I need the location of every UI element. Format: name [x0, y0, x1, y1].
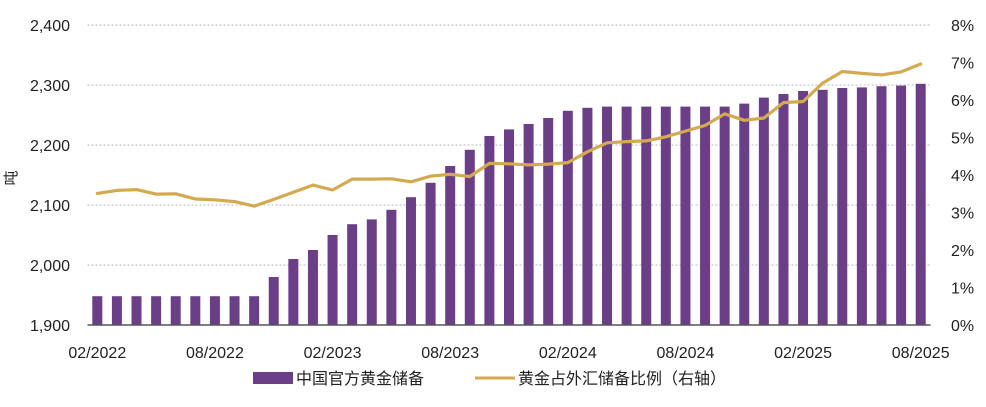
right-tick-label: 3%	[951, 206, 974, 223]
bar	[288, 259, 299, 325]
x-tick-label: 02/2025	[774, 345, 832, 362]
bar	[739, 103, 750, 325]
bar	[602, 106, 613, 325]
bar	[817, 89, 828, 325]
left-tick-label: 2,000	[30, 258, 70, 275]
right-tick-label: 2%	[951, 243, 974, 260]
bar	[445, 166, 456, 325]
left-tick-label: 2,400	[30, 18, 70, 35]
x-tick-label: 02/2024	[539, 345, 597, 362]
bar-series-gold-reserves	[92, 83, 926, 326]
left-tick-label: 1,900	[30, 318, 70, 335]
right-tick-label: 5%	[951, 131, 974, 148]
right-tick-label: 7%	[951, 56, 974, 73]
bar	[562, 110, 573, 325]
bar	[876, 86, 887, 325]
bar	[543, 118, 554, 325]
x-axis-ticks: 02/2022 08/2022 02/2023 08/2023 02/2024 08/20…	[68, 345, 949, 362]
bar	[111, 296, 122, 325]
bar	[151, 296, 162, 325]
bar	[190, 296, 201, 325]
bar	[837, 88, 848, 325]
bar	[660, 106, 671, 325]
bar	[229, 296, 240, 325]
bar	[504, 129, 514, 325]
x-tick-label: 02/2023	[304, 345, 362, 362]
bar	[209, 296, 220, 325]
bar	[484, 136, 495, 325]
x-tick-label: 08/2024	[657, 345, 715, 362]
bar	[425, 182, 436, 325]
bar	[856, 87, 867, 326]
bar	[896, 85, 907, 325]
bar	[915, 83, 926, 325]
right-y-axis-ticks: 0% 1% 2% 3% 4% 5% 6% 7% 8%	[951, 18, 974, 335]
bar	[170, 296, 181, 325]
bar	[680, 106, 691, 325]
bar	[523, 124, 534, 325]
bar	[386, 209, 397, 325]
bar	[641, 106, 652, 325]
bar	[700, 106, 711, 325]
left-y-axis-ticks: 1,900 2,000 2,100 2,200 2,300 2,400	[30, 18, 70, 335]
left-tick-label: 2,200	[30, 138, 70, 155]
line-series-gold-ratio	[95, 62, 923, 208]
bar	[268, 277, 279, 325]
bar	[464, 149, 475, 325]
bar	[307, 250, 318, 325]
legend-bar-swatch	[253, 372, 293, 384]
right-tick-label: 8%	[951, 18, 974, 35]
x-tick-label: 08/2022	[186, 345, 244, 362]
x-tick-label: 08/2023	[421, 345, 479, 362]
legend: 中国官方黄金储备 黄金占外汇储备比例（右轴）	[253, 369, 726, 388]
bar	[249, 296, 260, 325]
legend-line-label: 黄金占外汇储备比例（右轴）	[518, 369, 726, 388]
right-tick-label: 4%	[951, 168, 974, 185]
legend-bar-label: 中国官方黄金储备	[296, 369, 424, 388]
x-tick-label: 08/2025	[892, 345, 950, 362]
y-axis-unit-label: 吨	[2, 170, 20, 185]
bar	[92, 296, 103, 325]
bar	[366, 219, 377, 325]
bar	[798, 91, 809, 325]
right-tick-label: 0%	[951, 318, 974, 335]
left-tick-label: 2,100	[30, 198, 70, 215]
right-tick-label: 6%	[951, 93, 974, 110]
bar	[758, 97, 769, 325]
bar	[131, 296, 142, 325]
bar	[778, 94, 789, 325]
bar	[347, 224, 358, 325]
bar	[327, 235, 338, 325]
bar	[621, 106, 632, 325]
bar	[719, 106, 730, 325]
right-tick-label: 1%	[951, 281, 974, 298]
gold-ratio-line	[95, 62, 923, 208]
x-tick-label: 02/2022	[68, 345, 126, 362]
bar	[582, 107, 593, 325]
left-tick-label: 2,300	[30, 78, 70, 95]
bar	[405, 197, 416, 325]
